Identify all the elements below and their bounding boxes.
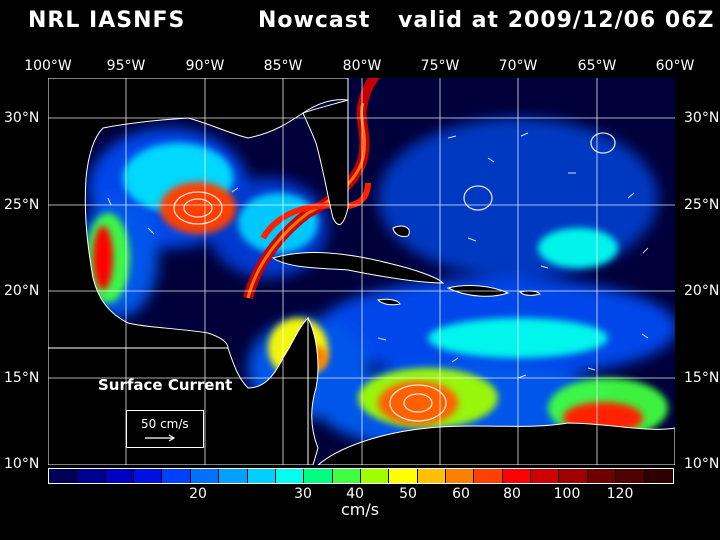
colorbar-segment — [332, 469, 361, 483]
lon-label: 60°W — [655, 58, 695, 74]
colorbar-segment — [474, 469, 503, 483]
colorbar-tick: 50 — [399, 486, 417, 502]
colorbar-tick: 80 — [503, 486, 521, 502]
colorbar-segment — [219, 469, 248, 483]
title-product: Nowcast — [258, 8, 371, 33]
lon-label: 100°W — [24, 58, 72, 74]
grid — [48, 78, 675, 465]
colorbar-segment — [417, 469, 447, 483]
land-central-america — [307, 317, 319, 465]
colorbar-segment — [190, 469, 220, 483]
colorbar-segment — [559, 469, 588, 483]
colorbar-segment — [616, 469, 645, 483]
colorbar-segment — [360, 469, 390, 483]
colorbar-segment — [304, 469, 333, 483]
land-south-america — [317, 422, 675, 465]
lat-label-right: 20°N — [684, 283, 720, 299]
lat-label-left: 30°N — [4, 110, 40, 126]
colorbar-segment — [77, 469, 106, 483]
colorbar-unit: cm/s — [340, 500, 380, 519]
lat-label-left: 15°N — [4, 370, 40, 386]
lat-label-left: 10°N — [4, 456, 40, 472]
land-mexico — [48, 316, 309, 465]
eddies — [173, 132, 616, 422]
colorbar-tick: 100 — [553, 486, 581, 502]
land-cuba — [271, 252, 445, 284]
colorbar-segment — [162, 469, 191, 483]
lat-label-left: 25°N — [4, 197, 40, 213]
colorbar — [48, 468, 674, 484]
colorbar-segment — [446, 469, 475, 483]
colorbar-segment — [134, 469, 163, 483]
land-florida — [302, 99, 349, 225]
colorbar-tick: 60 — [452, 486, 470, 502]
current-map — [48, 78, 675, 465]
lat-label-right: 30°N — [684, 110, 720, 126]
lon-label: 90°W — [185, 58, 225, 74]
colorbar-segment — [531, 469, 560, 483]
colorbar-segment — [389, 469, 418, 483]
lon-label: 80°W — [342, 58, 382, 74]
colorbar-tick: 120 — [606, 486, 634, 502]
lat-label-right: 25°N — [684, 197, 720, 213]
vector-scale-arrow-icon — [145, 434, 176, 442]
colorbar-tick: 20 — [189, 486, 207, 502]
lon-label: 65°W — [577, 58, 617, 74]
title-valid: valid at 2009/12/06 06Z — [398, 8, 715, 33]
title-source: NRL IASNFS — [28, 8, 186, 33]
colorbar-tick: 30 — [294, 486, 312, 502]
colorbar-segment — [49, 469, 78, 483]
land-jamaica — [376, 298, 401, 306]
lat-label-left: 20°N — [4, 283, 40, 299]
lon-label: 85°W — [263, 58, 303, 74]
current-arrows — [107, 132, 649, 379]
lon-label: 70°W — [498, 58, 538, 74]
vector-scale-box: 50 cm/s — [126, 410, 204, 448]
colorbar-segment — [105, 469, 135, 483]
land-usa — [48, 78, 349, 349]
colorbar-segment — [275, 469, 305, 483]
colorbar-segment — [502, 469, 532, 483]
colorbar-segment — [587, 469, 617, 483]
colorbar-segment — [247, 469, 276, 483]
speed-field-high — [93, 182, 643, 434]
colorbar-segment — [644, 469, 673, 483]
surface-current-label: Surface Current — [98, 376, 233, 394]
vector-scale-label: 50 cm/s — [141, 417, 189, 431]
lat-label-right: 10°N — [684, 456, 720, 472]
colorbar-tick: 40 — [346, 486, 364, 502]
lon-label: 75°W — [420, 58, 460, 74]
land-bahamas — [392, 225, 410, 237]
land — [48, 78, 675, 465]
lat-label-right: 15°N — [684, 370, 720, 386]
lon-label: 95°W — [106, 58, 146, 74]
